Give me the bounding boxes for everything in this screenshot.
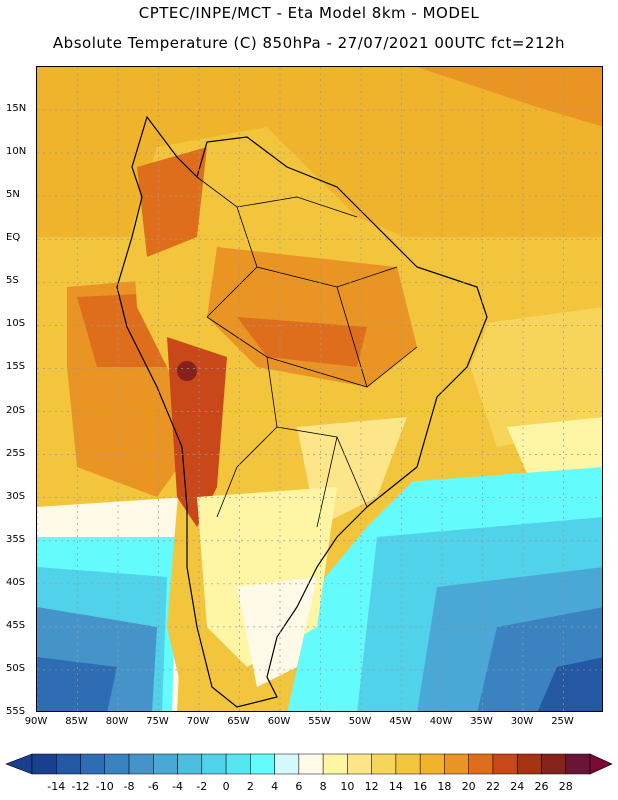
colorbar-swatch-15 (395, 753, 421, 775)
colorbar-label-10: 10 (340, 780, 355, 793)
lon-label-80W: 80W (105, 716, 129, 727)
colorbar-label-20: 20 (461, 780, 476, 793)
temperature-map (36, 66, 603, 712)
lat-lon-grid (37, 67, 602, 711)
colorbar-swatch-16 (419, 753, 445, 775)
lat-label-30S: 30S (6, 490, 26, 502)
lon-label-60W: 60W (267, 716, 291, 727)
colorbar-swatch-10 (274, 753, 300, 775)
lon-label-25W: 25W (551, 716, 574, 727)
colorbar (5, 753, 613, 775)
colorbar-label-0: 0 (222, 780, 230, 793)
lat-label-10S: 10S (6, 318, 26, 330)
colorbar-label-4: 4 (271, 780, 279, 793)
colorbar-label--12: -12 (71, 780, 90, 793)
lon-label-65W: 65W (227, 716, 250, 727)
lon-label-35W: 35W (470, 716, 493, 727)
colorbar-label-16: 16 (413, 780, 428, 793)
continent-coastline (116, 115, 488, 708)
lat-label-15S: 15S (6, 361, 26, 373)
chart-title-line-1: CPTEC/INPE/MCT - Eta Model 8km - MODEL (138, 4, 480, 22)
andes-north-hot (137, 147, 207, 257)
atlantic-yellow-zone (457, 307, 602, 447)
central-hottest-zone (237, 317, 367, 367)
lat-label-25S: 25S (6, 447, 26, 459)
lat-label-50S: 50S (6, 662, 26, 674)
colorbar-swatch-3 (104, 753, 130, 775)
lon-label-75W: 75W (146, 716, 169, 727)
country-borders (196, 176, 418, 528)
colorbar-swatch-22 (565, 753, 591, 775)
map-canvas (37, 67, 602, 711)
colorbar-max-arrow (589, 753, 613, 775)
lat-label-35S: 35S (6, 533, 26, 545)
lon-label-70W: 70W (186, 716, 210, 727)
colorbar-swatch-12 (322, 753, 348, 775)
lat-label-EQ: EQ (6, 232, 21, 244)
colorbar-swatch-20 (516, 753, 542, 775)
colorbar-label--4: -4 (172, 780, 184, 793)
colorbar-swatch-11 (298, 753, 324, 775)
colorbar-swatch-21 (541, 753, 566, 775)
caribbean-warm-area (417, 67, 602, 127)
lon-label-50W: 50W (348, 716, 372, 727)
colorbar-swatch-17 (444, 753, 469, 775)
patagonia-pale (237, 577, 317, 687)
south-pacific-deep-blue (37, 657, 117, 711)
colorbar-swatch-9 (250, 753, 275, 775)
lon-label-45W: 45W (389, 716, 412, 727)
colorbar-label-8: 8 (319, 780, 327, 793)
lon-label-55W: 55W (308, 716, 331, 727)
chart-title-line-2: Absolute Temperature (C) 850hPa - 27/07/… (52, 34, 566, 52)
lat-label-55S: 55S (6, 706, 26, 717)
colorbar-swatch-0 (31, 753, 57, 775)
colorbar-swatch-6 (177, 753, 203, 775)
lat-label-10N: 10N (6, 146, 27, 158)
colorbar-swatch-13 (347, 753, 372, 775)
lat-label-40S: 40S (6, 576, 26, 588)
lon-label-40W: 40W (429, 716, 453, 727)
colorbar-swatch-7 (201, 753, 227, 775)
colorbar-label-22: 22 (485, 780, 500, 793)
lat-label-5S: 5S (6, 275, 19, 287)
lat-label-20S: 20S (6, 404, 26, 416)
altiplano-hot-spot (177, 361, 197, 381)
colorbar-label-2: 2 (246, 780, 254, 793)
colorbar-swatch-8 (225, 753, 251, 775)
colorbar-label--2: -2 (196, 780, 208, 793)
colorbar-swatch-4 (128, 753, 154, 775)
colorbar-swatch-2 (80, 753, 106, 775)
colorbar-label--14: -14 (47, 780, 66, 793)
colorbar-label-18: 18 (437, 780, 452, 793)
colorbar-swatch-14 (371, 753, 397, 775)
south-atlantic-darkest (537, 657, 602, 711)
colorbar-swatch-19 (492, 753, 518, 775)
colorbar-label-28: 28 (558, 780, 573, 793)
lon-label-30W: 30W (510, 716, 534, 727)
andes-central-hot (167, 337, 227, 527)
lon-label-90W: 90W (24, 716, 48, 727)
colorbar-label--6: -6 (147, 780, 159, 793)
colorbar-label-12: 12 (364, 780, 379, 793)
colorbar-label--10: -10 (95, 780, 114, 793)
colorbar-label-26: 26 (534, 780, 549, 793)
colorbar-min-arrow (5, 753, 33, 775)
colorbar-label--8: -8 (123, 780, 135, 793)
lat-label-15N: 15N (6, 103, 27, 115)
lat-label-45S: 45S (6, 619, 26, 631)
lon-label-85W: 85W (65, 716, 88, 727)
lat-label-5N: 5N (6, 189, 20, 201)
colorbar-label-24: 24 (510, 780, 525, 793)
colorbar-swatch-5 (153, 753, 178, 775)
colorbar-label-6: 6 (295, 780, 303, 793)
colorbar-swatch-1 (56, 753, 81, 775)
colorbar-swatch-18 (468, 753, 494, 775)
colorbar-label-14: 14 (388, 780, 403, 793)
